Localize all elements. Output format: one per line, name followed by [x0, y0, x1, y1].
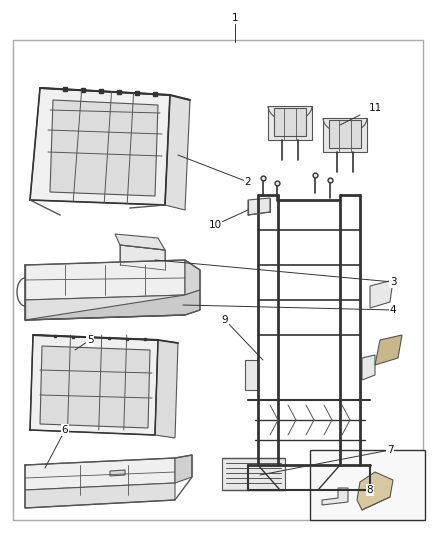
- Text: 6: 6: [45, 425, 68, 468]
- Polygon shape: [245, 360, 258, 390]
- Polygon shape: [329, 120, 361, 148]
- Text: 11: 11: [368, 103, 381, 113]
- Polygon shape: [323, 118, 367, 152]
- Bar: [310, 450, 425, 520]
- Polygon shape: [370, 280, 393, 308]
- Text: 10: 10: [208, 210, 248, 230]
- Text: 1: 1: [232, 13, 238, 23]
- Polygon shape: [362, 355, 375, 380]
- Text: 3: 3: [155, 260, 396, 287]
- Polygon shape: [268, 106, 312, 140]
- Polygon shape: [25, 458, 175, 490]
- Text: 4: 4: [183, 305, 396, 315]
- Polygon shape: [222, 458, 285, 490]
- Polygon shape: [25, 295, 185, 320]
- Text: 9: 9: [222, 315, 263, 360]
- Polygon shape: [25, 483, 175, 508]
- Polygon shape: [115, 234, 165, 250]
- Polygon shape: [165, 95, 190, 210]
- Text: 2: 2: [178, 155, 251, 187]
- Polygon shape: [357, 472, 393, 510]
- Polygon shape: [110, 470, 125, 476]
- Polygon shape: [30, 335, 158, 435]
- Polygon shape: [25, 260, 185, 300]
- Polygon shape: [375, 335, 402, 365]
- Text: 7: 7: [260, 445, 393, 475]
- Polygon shape: [25, 290, 200, 320]
- Polygon shape: [185, 260, 200, 295]
- Polygon shape: [30, 88, 170, 205]
- Polygon shape: [322, 488, 348, 505]
- Polygon shape: [155, 340, 178, 438]
- Polygon shape: [175, 455, 192, 483]
- Polygon shape: [248, 198, 270, 215]
- Polygon shape: [40, 346, 150, 428]
- Polygon shape: [120, 245, 165, 270]
- Text: 8: 8: [367, 485, 373, 495]
- Text: 5: 5: [75, 335, 93, 350]
- Polygon shape: [274, 108, 306, 136]
- Polygon shape: [50, 100, 158, 196]
